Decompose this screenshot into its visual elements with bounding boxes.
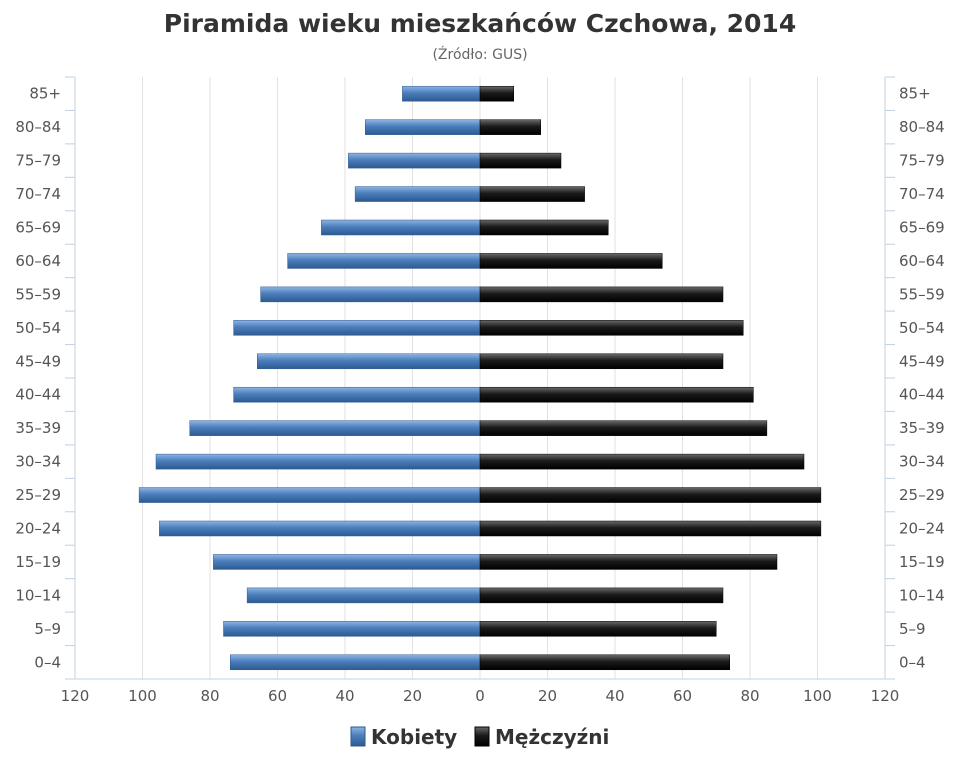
x-tick-label: 40 [335, 687, 354, 705]
y-tick-label-right: 75–79 [899, 152, 945, 170]
y-tick-label-left: 70–74 [15, 185, 61, 203]
bar-mezczyzni[interactable] [479, 119, 541, 135]
y-tick-label-right: 0–4 [899, 653, 926, 671]
y-tick-label-left: 35–39 [15, 419, 61, 437]
y-tick-label-right: 25–29 [899, 486, 945, 504]
bar-mezczyzni[interactable] [479, 453, 805, 470]
bar-mezczyzni[interactable] [479, 554, 778, 570]
x-tick-label: 100 [803, 687, 832, 705]
y-tick-label-right: 10–14 [899, 586, 945, 604]
bar-mezczyzni[interactable] [479, 654, 730, 671]
y-tick-label-right: 55–59 [899, 285, 945, 303]
y-tick-label-left: 10–14 [15, 586, 61, 604]
bar-kobiety[interactable] [189, 420, 481, 436]
y-tick-label-right: 60–64 [899, 252, 945, 270]
y-tick-label-left: 30–34 [15, 453, 61, 471]
y-tick-label-left: 25–29 [15, 486, 61, 504]
bar-mezczyzni[interactable] [479, 386, 754, 403]
y-tick-label-right: 50–54 [899, 319, 945, 337]
y-tick-label-left: 0–4 [34, 653, 61, 671]
bar-mezczyzni[interactable] [479, 621, 717, 637]
bar-kobiety[interactable] [233, 386, 481, 403]
y-tick-label-right: 65–69 [899, 219, 945, 237]
bar-kobiety[interactable] [138, 487, 481, 503]
bar-mezczyzni[interactable] [479, 487, 822, 503]
bar-mezczyzni[interactable] [479, 186, 585, 202]
bar-mezczyzni[interactable] [479, 353, 724, 370]
bar-kobiety[interactable] [155, 453, 481, 470]
y-tick-label-left: 65–69 [15, 219, 61, 237]
bar-kobiety[interactable] [233, 320, 481, 336]
x-tick-label: 60 [268, 687, 287, 705]
legend-label-mezczyzni[interactable]: Mężczyźni [495, 725, 609, 749]
y-tick-label-right: 15–19 [899, 553, 945, 571]
y-tick-label-right: 20–24 [899, 520, 945, 538]
bar-kobiety[interactable] [230, 654, 481, 671]
x-tick-label: 60 [673, 687, 692, 705]
x-tick-label: 120 [61, 687, 90, 705]
y-tick-label-left: 85+ [29, 85, 61, 103]
chart-title: Piramida wieku mieszkańców Czchowa, 2014 [164, 9, 796, 38]
bar-kobiety[interactable] [287, 253, 481, 269]
bar-kobiety[interactable] [246, 587, 481, 604]
bar-mezczyzni[interactable] [479, 420, 768, 436]
y-tick-label-right: 40–44 [899, 386, 945, 404]
y-tick-label-left: 50–54 [15, 319, 61, 337]
y-tick-label-right: 80–84 [899, 118, 945, 136]
y-tick-label-left: 60–64 [15, 252, 61, 270]
bar-mezczyzni[interactable] [479, 253, 663, 269]
chart-subtitle: (Źródło: GUS) [432, 45, 527, 63]
y-tick-label-left: 15–19 [15, 553, 61, 571]
bar-kobiety[interactable] [257, 353, 481, 370]
bar-mezczyzni[interactable] [479, 219, 609, 236]
grid [142, 77, 818, 679]
bar-kobiety[interactable] [223, 621, 481, 637]
bar-mezczyzni[interactable] [479, 286, 724, 303]
bar-mezczyzni[interactable] [479, 85, 514, 102]
x-tick-label: 20 [538, 687, 557, 705]
bar-kobiety[interactable] [213, 554, 481, 570]
bar-mezczyzni[interactable] [479, 152, 562, 169]
y-tick-label-right: 85+ [899, 85, 931, 103]
axes [65, 76, 895, 680]
bar-mezczyzni[interactable] [479, 320, 744, 336]
y-tick-label-left: 40–44 [15, 386, 61, 404]
x-tick-label: 80 [200, 687, 219, 705]
y-tick-label-left: 20–24 [15, 520, 61, 538]
bar-kobiety[interactable] [402, 85, 481, 102]
bar-kobiety[interactable] [159, 520, 481, 537]
legend-label-kobiety[interactable]: Kobiety [371, 725, 457, 749]
legend[interactable]: Kobiety Mężczyźni [350, 725, 609, 749]
legend-swatch-mezczyzni[interactable] [474, 726, 490, 747]
x-tick-label: 0 [475, 687, 485, 705]
y-tick-label-left: 75–79 [15, 152, 61, 170]
bar-mezczyzni[interactable] [479, 520, 822, 537]
x-tick-label: 80 [740, 687, 759, 705]
y-tick-label-right: 45–49 [899, 352, 945, 370]
y-tick-label-right: 30–34 [899, 453, 945, 471]
x-tick-label: 100 [128, 687, 157, 705]
bar-kobiety[interactable] [321, 219, 481, 236]
y-tick-label-left: 80–84 [15, 118, 61, 136]
x-tick-label: 40 [605, 687, 624, 705]
bar-kobiety[interactable] [365, 119, 481, 135]
x-tick-label: 20 [403, 687, 422, 705]
legend-swatch-kobiety[interactable] [350, 726, 366, 747]
bars [138, 85, 822, 671]
x-tick-label: 120 [871, 687, 900, 705]
bar-kobiety[interactable] [354, 186, 481, 202]
y-tick-label-right: 70–74 [899, 185, 945, 203]
bar-kobiety[interactable] [348, 152, 481, 169]
bar-kobiety[interactable] [260, 286, 481, 303]
y-tick-label-left: 45–49 [15, 352, 61, 370]
y-tick-label-right: 5–9 [899, 620, 926, 638]
y-tick-label-left: 5–9 [34, 620, 61, 638]
bar-mezczyzni[interactable] [479, 587, 724, 604]
y-tick-label-right: 35–39 [899, 419, 945, 437]
y-tick-label-left: 55–59 [15, 285, 61, 303]
